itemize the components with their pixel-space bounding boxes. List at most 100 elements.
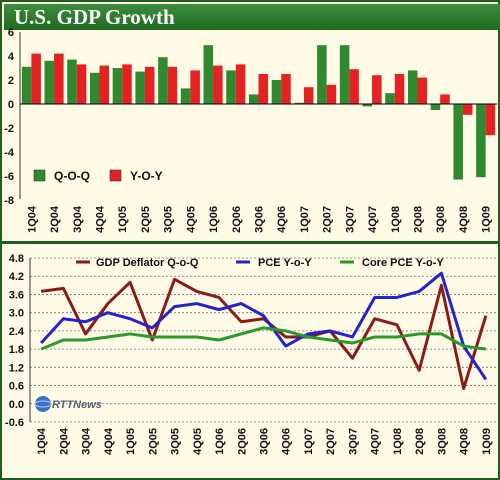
top-y-tick-label: -2 — [4, 123, 14, 135]
bottom-x-tick-label: 4Q05 — [192, 428, 204, 455]
qoq-bar — [294, 102, 304, 104]
qoq-bar — [271, 80, 282, 104]
bottom-y-tick-label: 2.4 — [9, 326, 25, 338]
top-y-tick-label: 2 — [8, 75, 14, 87]
globe-icon — [35, 396, 51, 412]
top-x-tick-label: 1Q07 — [299, 206, 311, 233]
gdp-growth-bar-chart: 6 4 2 0 -2 -4 -6 -8 1Q04 2Q04 3Q04 4Q04 1Q05 2Q05 3Q0… — [4, 27, 497, 233]
legend-label: Core PCE Y-o-Y — [362, 257, 444, 269]
bottom-x-tick-label: 1Q06 — [214, 428, 226, 455]
top-x-tick-label: 2Q04 — [49, 205, 61, 233]
yoy-bar — [76, 64, 87, 104]
yoy-bar — [258, 74, 269, 104]
top-y-tick-label: -6 — [4, 171, 14, 183]
yoy-bar — [440, 94, 450, 104]
qoq-bar — [453, 104, 463, 180]
bottom-y-tick-label: 3.0 — [9, 308, 24, 320]
top-x-tick-label: 1Q04 — [26, 205, 38, 233]
bottom-x-tick-label: 2Q04 — [58, 427, 70, 455]
qoq-bar — [317, 45, 327, 104]
legend-swatch — [33, 169, 46, 182]
yoy-bar — [303, 87, 314, 104]
bottom-x-tick-label: 2Q07 — [325, 428, 337, 455]
top-x-tick-label: 1Q08 — [390, 206, 402, 233]
top-x-tick-label: 2Q07 — [322, 206, 334, 233]
qoq-bar — [430, 104, 441, 110]
top-legend: Q-O-Q Y-O-Y — [33, 169, 163, 183]
bottom-x-tick-label: 4Q04 — [103, 427, 115, 455]
yoy-bar — [485, 104, 496, 136]
top-x-tick-label: 3Q07 — [344, 206, 356, 233]
bottom-x-tick-label: 2Q06 — [236, 428, 248, 455]
yoy-bar — [31, 53, 41, 104]
bottom-x-tick-label: 1Q05 — [125, 428, 137, 455]
top-x-tick-label: 3Q08 — [435, 206, 447, 233]
bottom-x-tick-label: 4Q06 — [281, 428, 293, 455]
chart-title: U.S. GDP Growth — [14, 5, 175, 29]
inflation-line-chart: 4.8 4.2 3.6 3.0 2.4 1.8 1.2 0.6 0.0 -0.6 1Q04 2Q04… — [5, 253, 497, 455]
bottom-y-tick-label: 1.8 — [9, 344, 24, 356]
yoy-bar — [281, 74, 291, 104]
qoq-bar — [67, 59, 77, 104]
top-x-tick-label: 2Q06 — [231, 206, 243, 233]
legend-label: Q-O-Q — [54, 169, 90, 183]
bottom-y-tick-label: 3.6 — [9, 289, 24, 301]
bottom-y-tick-label: 4.2 — [9, 271, 24, 283]
yoy-bar — [394, 74, 405, 104]
bottom-y-tick-label: 0.0 — [9, 399, 24, 411]
qoq-bar — [407, 70, 418, 104]
qoq-bar — [339, 45, 350, 104]
qoq-bar — [44, 60, 55, 104]
top-x-tick-label: 4Q06 — [276, 206, 288, 233]
top-y-tick-label: -4 — [4, 147, 15, 159]
yoy-bar — [190, 70, 200, 104]
bottom-x-tick-label: 3Q06 — [259, 428, 271, 455]
bottom-x-tick-label: 3Q08 — [436, 428, 448, 455]
qoq-bar — [203, 45, 214, 104]
yoy-bar — [99, 65, 110, 104]
top-x-tick-label: 4Q04 — [95, 205, 107, 233]
top-x-tick-label: 4Q05 — [185, 206, 197, 233]
legend-label: Y-O-Y — [130, 169, 163, 183]
qoq-bar — [362, 104, 373, 107]
yoy-bar — [213, 65, 223, 104]
top-x-tick-label: 3Q06 — [254, 206, 266, 233]
legend-label: GDP Deflator Q-o-Q — [96, 257, 199, 269]
qoq-bar — [89, 72, 100, 104]
gdp-deflator-line — [40, 277, 488, 391]
bottom-x-tick-label: 2Q08 — [414, 428, 426, 455]
watermark-text: RTTNews — [52, 399, 102, 411]
core-pce-line — [40, 326, 487, 351]
yoy-bar — [349, 69, 359, 104]
top-x-tick-label: 1Q05 — [117, 206, 129, 233]
pce-line — [40, 271, 488, 381]
bottom-y-tick-label: 4.8 — [9, 253, 24, 265]
yoy-bar — [462, 104, 473, 115]
top-x-tick-label: 4Q07 — [367, 206, 379, 233]
top-y-tick-label: -8 — [4, 195, 14, 207]
yoy-bar — [326, 84, 337, 104]
qoq-bar — [158, 57, 168, 104]
top-y-tick-label: 0 — [8, 99, 14, 111]
top-x-tick-label: 1Q06 — [208, 206, 220, 233]
top-y-tick-label: 6 — [8, 27, 14, 39]
yoy-bar — [167, 66, 178, 104]
top-x-tick-label: 2Q08 — [413, 206, 425, 233]
bottom-x-tick-label: 1Q04 — [36, 427, 48, 455]
top-x-tick-label: 3Q05 — [163, 206, 175, 233]
rttnews-logo: RTTNews — [34, 396, 102, 412]
top-x-tick-label: 4Q08 — [458, 206, 470, 233]
title-bar: U.S. GDP Growth — [4, 4, 500, 30]
yoy-bar — [417, 77, 428, 104]
bottom-x-tick-label: 4Q07 — [370, 428, 382, 455]
yoy-bar — [144, 66, 155, 104]
top-x-tick-label: 3Q04 — [72, 205, 84, 233]
qoq-bar — [112, 68, 123, 104]
bottom-legend: GDP Deflator Q-o-Q PCE Y-o-Y Core PCE Y-o-… — [76, 257, 444, 269]
top-x-tick-label: 2Q05 — [140, 206, 152, 233]
yoy-bar — [54, 53, 64, 104]
top-y-tick-label: 4 — [8, 51, 15, 63]
bottom-x-tick-label: 4Q08 — [459, 428, 471, 455]
bottom-x-tick-label: 3Q05 — [170, 428, 182, 455]
